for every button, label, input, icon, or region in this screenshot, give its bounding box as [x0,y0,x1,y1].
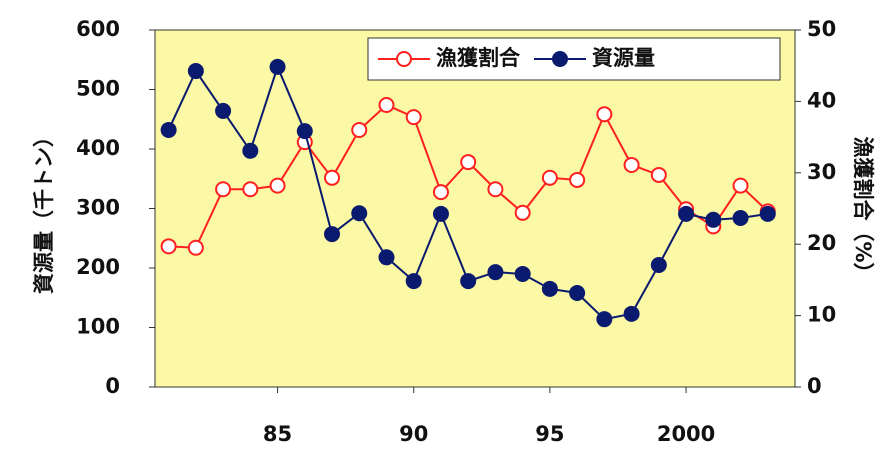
plot-area [154,29,796,388]
y-tick-label: 300 [76,196,120,220]
data-point [678,205,695,222]
data-point [514,204,531,221]
data-point [569,284,586,301]
y-tick-label: 0 [105,374,120,398]
x-tick-label: 90 [399,422,428,446]
data-point [432,205,449,222]
data-point [541,280,558,297]
data-point [460,273,477,290]
data-point [541,169,558,186]
data-point [623,156,640,173]
data-point [650,257,667,274]
data-point [215,102,232,119]
y2-tick-label: 0 [807,374,822,398]
data-point [269,58,286,75]
y-tick-label: 200 [76,255,120,279]
data-point [514,265,531,282]
data-point [732,210,749,227]
legend-label: 漁獲割合 [436,46,521,70]
data-point [650,166,667,183]
data-point [215,181,232,198]
data-point [378,96,395,113]
data-point [378,249,395,266]
data-point [351,205,368,222]
y-tick-label: 600 [76,17,120,41]
data-point [269,177,286,194]
data-point [487,181,504,198]
data-point [296,123,313,140]
x-tick-label: 2000 [657,422,715,446]
data-point [596,311,613,328]
y2-axis-title: 漁獲割合（%） [851,136,875,283]
y2-tick-label: 40 [807,88,836,112]
legend-marker [552,51,568,67]
data-point [569,171,586,188]
data-point [487,264,504,281]
y2-tick-label: 30 [807,160,836,184]
y-axis-title: 資源量（千トン） [32,126,56,294]
legend-label: 資源量 [592,46,655,70]
y-tick-label: 100 [76,315,120,339]
data-point [623,305,640,322]
data-point [460,154,477,171]
legend-marker [396,51,412,67]
data-point [160,238,177,255]
y-tick-label: 500 [76,77,120,101]
data-point [432,184,449,201]
data-point [732,177,749,194]
y2-tick-label: 20 [807,231,836,255]
y-tick-label: 400 [76,136,120,160]
data-point [187,63,204,80]
x-tick-label: 85 [263,422,292,446]
data-point [405,273,422,290]
data-point [405,109,422,126]
data-point [187,239,204,256]
data-point [242,181,259,198]
y2-tick-label: 10 [807,303,836,327]
data-point [160,121,177,138]
data-point [759,205,776,222]
data-point [705,211,722,228]
data-point [351,121,368,138]
data-point [324,226,341,243]
data-point [324,169,341,186]
data-point [242,142,259,159]
y2-tick-label: 50 [807,17,836,41]
data-point [596,106,613,123]
x-tick-label: 95 [535,422,564,446]
